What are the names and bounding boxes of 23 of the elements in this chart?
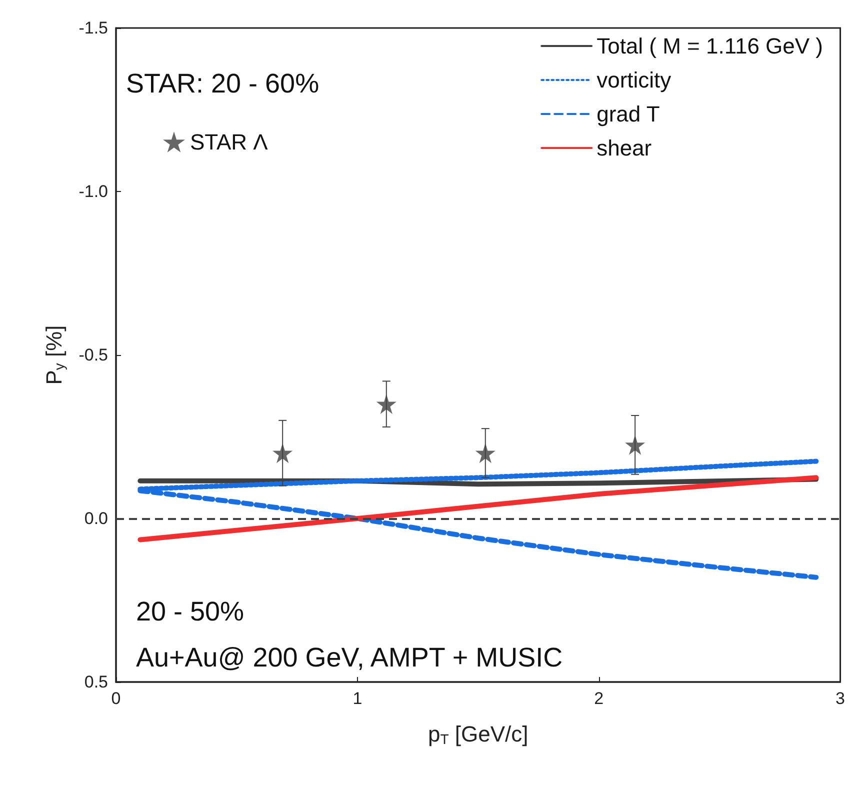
- y-tick-label: -1.0: [78, 182, 108, 201]
- y-tick-label: 0.0: [84, 509, 108, 528]
- x-tick-label: 1: [352, 689, 362, 708]
- x-axis-title: pT [GeV/c]: [428, 722, 528, 747]
- legend-label: grad T: [596, 102, 660, 126]
- point: [376, 394, 396, 414]
- y-axis-title: Py [%]: [42, 325, 67, 385]
- point: [625, 434, 646, 455]
- annotation: 20 - 50%: [136, 596, 244, 626]
- legend-label: shear: [596, 136, 652, 160]
- point: [272, 443, 293, 464]
- annotation: STAR: 20 - 60%: [126, 68, 320, 98]
- annotation: Au+Au@ 200 GeV, AMPT + MUSIC: [136, 642, 563, 672]
- y-tick-label: -0.5: [78, 346, 108, 364]
- x-tick-label: 2: [594, 689, 604, 708]
- y-tick-label: 0.5: [84, 672, 108, 692]
- y-tick-label: -1.5: [78, 18, 108, 38]
- legend-label: STAR Λ: [190, 130, 268, 154]
- point: [475, 443, 496, 464]
- legend-label: Total ( M = 1.116 GeV ): [596, 34, 824, 58]
- legend-label: vorticity: [596, 68, 672, 92]
- x-tick-label: 0: [111, 689, 121, 708]
- x-tick-label: 3: [836, 689, 846, 708]
